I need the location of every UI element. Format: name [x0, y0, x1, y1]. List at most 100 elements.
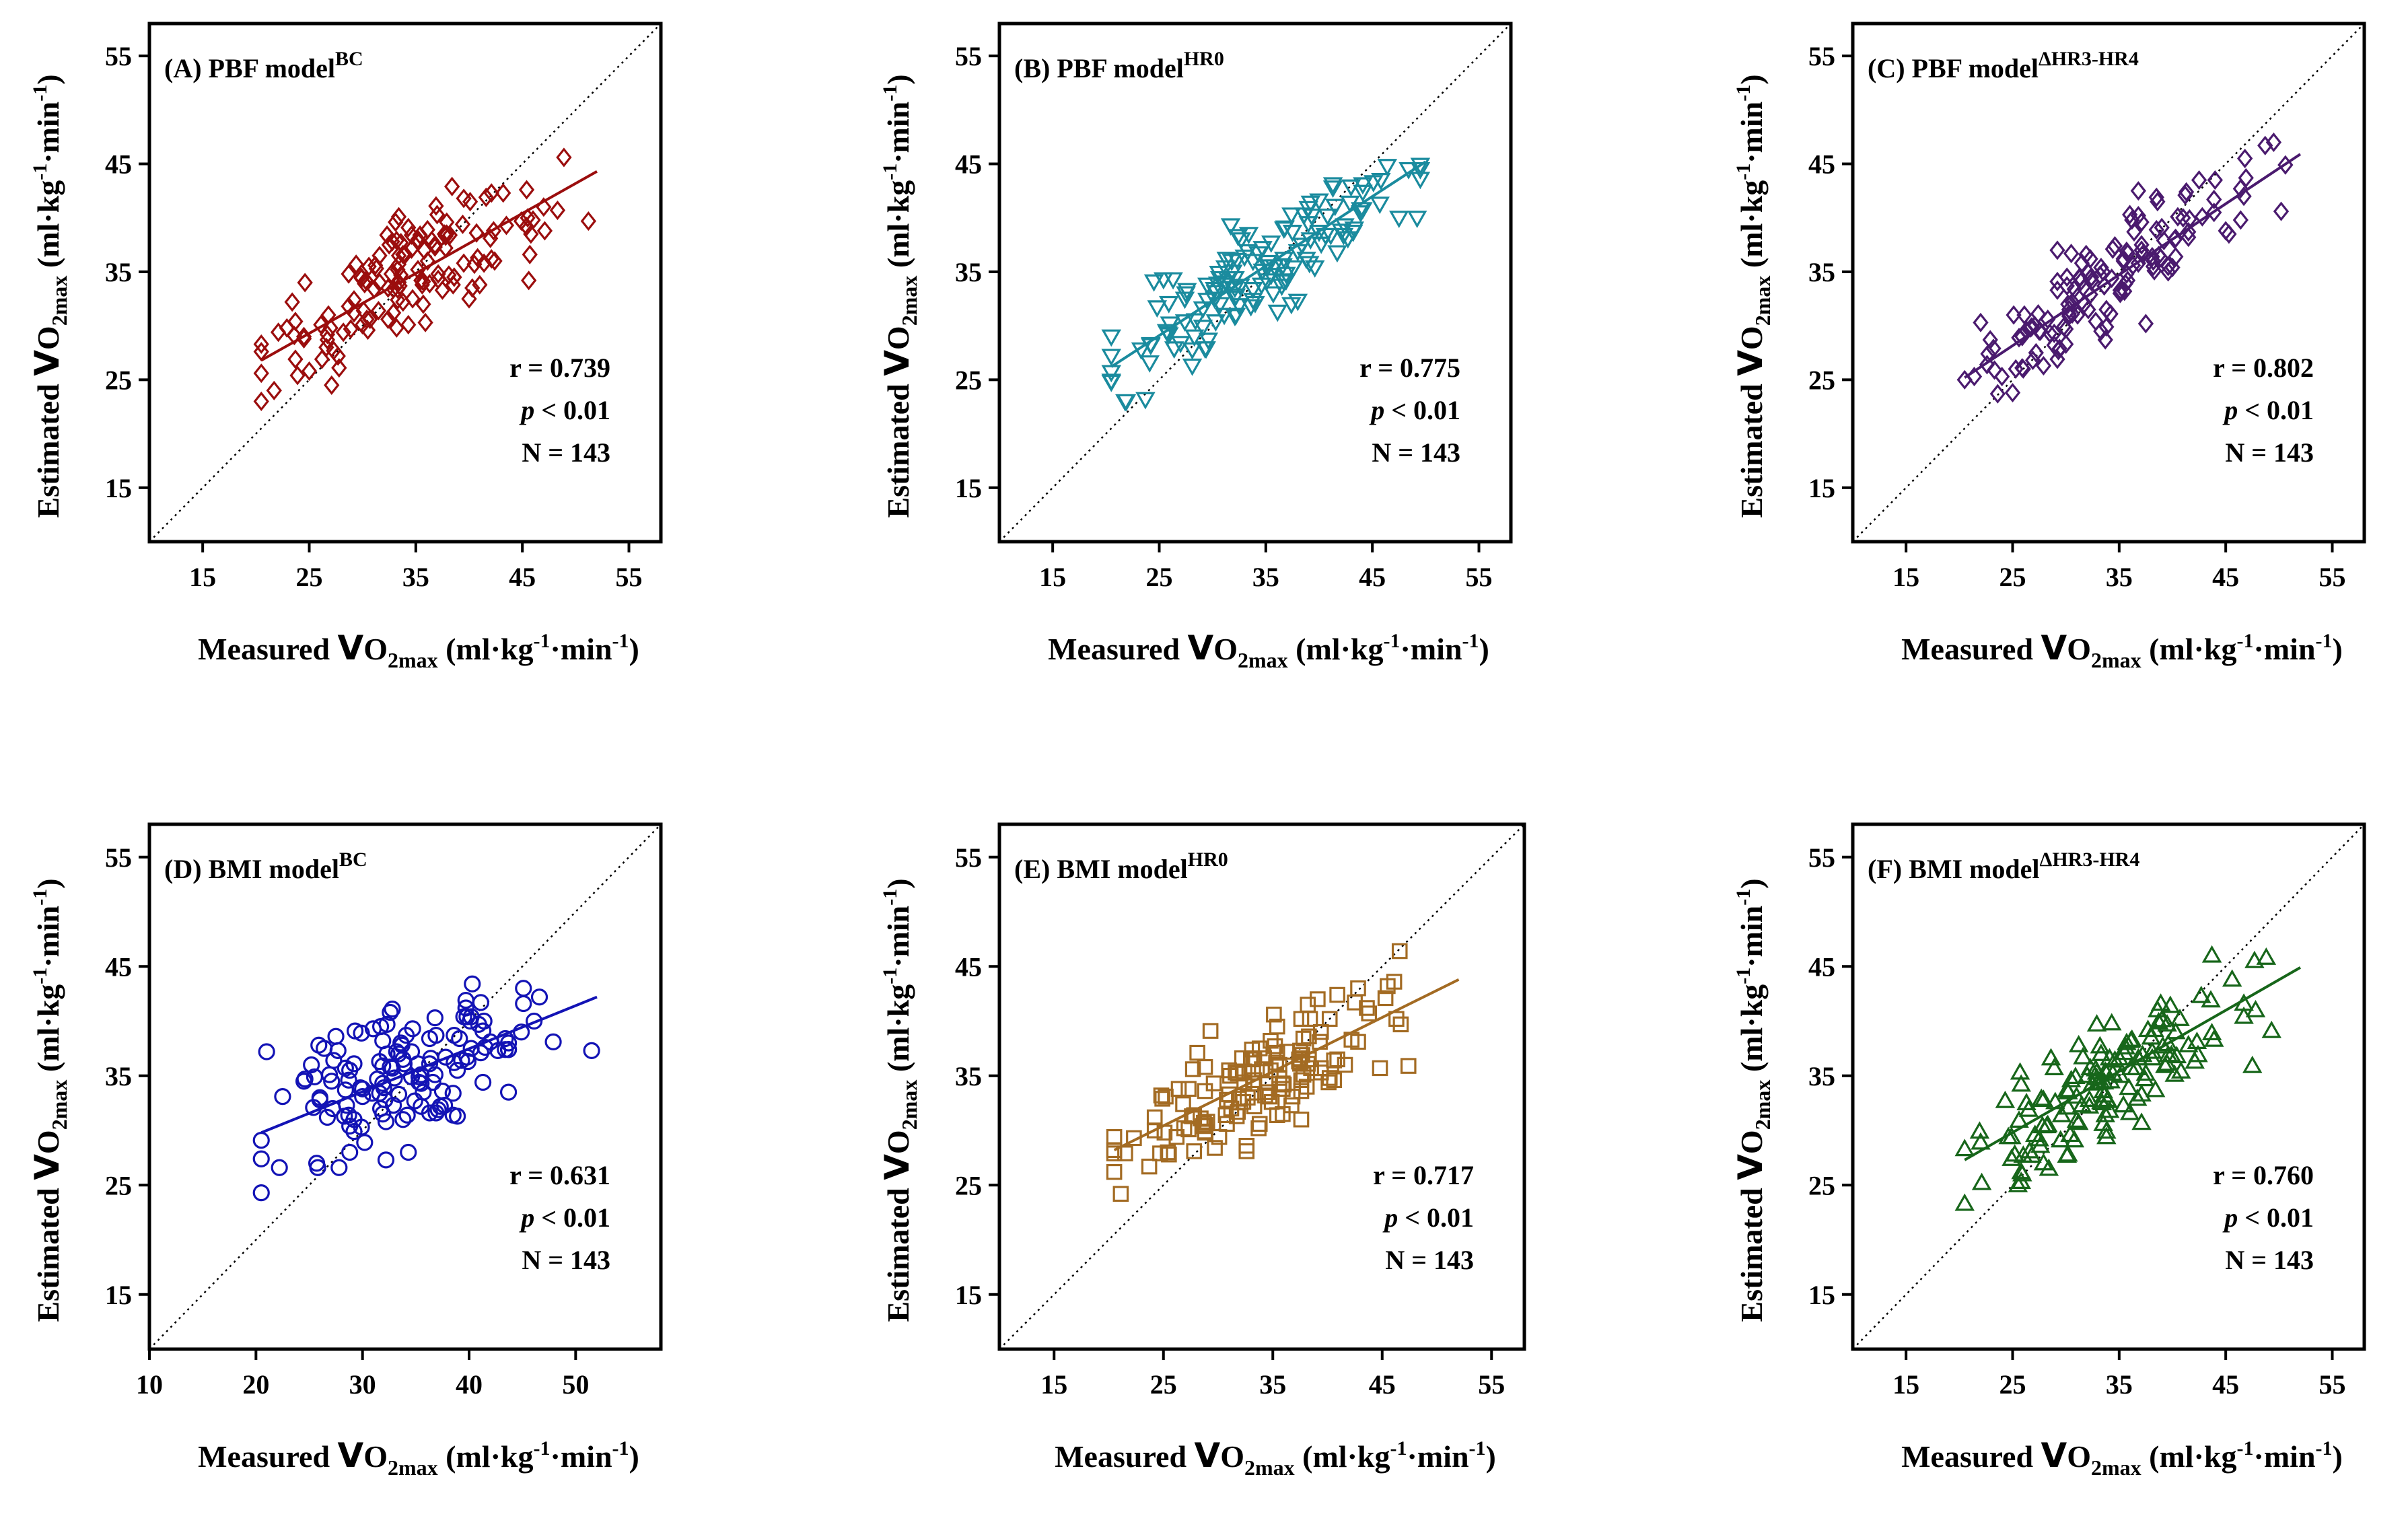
x-tick-label: 15	[1040, 1369, 1067, 1400]
data-point	[476, 1038, 494, 1056]
data-point	[2119, 1077, 2139, 1095]
data-point	[1979, 355, 1995, 375]
data-point	[2073, 1046, 2093, 1064]
data-point	[2029, 1128, 2049, 1147]
data-point	[1176, 283, 1197, 301]
data-point	[2011, 1074, 2031, 1092]
data-point	[359, 320, 376, 340]
data-point	[1347, 995, 1363, 1011]
y-tick-label: 55	[1808, 41, 1835, 71]
data-point	[1189, 1044, 1205, 1061]
data-point	[374, 1032, 392, 1050]
data-point	[1217, 1107, 1234, 1124]
data-point	[384, 1059, 401, 1077]
data-point	[1275, 1076, 1292, 1093]
data-point	[444, 176, 460, 196]
data-point	[327, 1027, 345, 1045]
data-point	[1287, 293, 1308, 312]
data-point	[2095, 1105, 2116, 1122]
plot-frame	[1851, 22, 2366, 544]
data-point	[476, 253, 492, 273]
x-tick-label: 45	[2212, 562, 2239, 592]
data-point	[2099, 1048, 2120, 1066]
data-point	[1257, 1087, 1273, 1104]
data-point	[335, 322, 351, 342]
data-point	[1216, 275, 1237, 293]
data-point	[1213, 277, 1234, 295]
data-point	[370, 301, 387, 321]
data-point	[1320, 1074, 1337, 1091]
data-point	[2011, 328, 2027, 348]
y-tick-label: 45	[1808, 149, 1835, 180]
data-point	[253, 391, 269, 412]
data-point	[381, 235, 397, 255]
data-point	[430, 264, 446, 284]
data-point	[2006, 305, 2022, 325]
data-point	[1106, 1142, 1123, 1159]
regression-line	[1964, 966, 2301, 1161]
data-point	[2178, 1035, 2199, 1052]
data-point	[319, 330, 336, 350]
data-point	[297, 273, 313, 293]
data-point	[1240, 1089, 1256, 1106]
data-point	[2185, 1051, 2205, 1069]
data-point	[1184, 1061, 1201, 1077]
data-point	[330, 1159, 348, 1176]
data-point	[385, 279, 402, 299]
plot-frame	[997, 22, 1513, 544]
data-point	[1353, 184, 1373, 203]
data-point	[343, 319, 359, 339]
data-point	[2119, 270, 2136, 291]
data-point	[421, 1030, 439, 1048]
data-point	[426, 1066, 444, 1083]
data-point	[2160, 262, 2176, 282]
data-point	[444, 1106, 462, 1124]
data-point	[2024, 317, 2040, 337]
data-point	[1263, 1032, 1279, 1049]
data-point	[2024, 350, 2041, 371]
data-point	[1372, 1060, 1388, 1077]
data-point	[483, 183, 499, 203]
data-point	[287, 349, 304, 369]
data-point	[1139, 355, 1160, 373]
data-point	[515, 980, 532, 997]
data-point	[1312, 1034, 1328, 1050]
x-tick-label: 25	[296, 562, 323, 592]
y-tick-label: 25	[955, 1170, 982, 1200]
data-point	[345, 1123, 363, 1141]
data-point	[2191, 985, 2211, 1003]
data-point	[1251, 1116, 1268, 1132]
data-point	[356, 1134, 374, 1151]
panel-title: (D) BMI modelBC	[164, 849, 367, 884]
data-point	[1202, 1023, 1219, 1039]
data-point	[1266, 1006, 1282, 1023]
data-point	[1185, 313, 1206, 331]
data-point	[461, 289, 477, 309]
data-point	[2238, 168, 2254, 188]
data-point	[388, 212, 404, 232]
data-point	[1300, 997, 1316, 1013]
data-point	[2030, 303, 2047, 324]
data-point	[404, 289, 421, 309]
data-point	[340, 1071, 357, 1089]
plot-frame	[1851, 822, 2366, 1351]
data-point	[466, 254, 483, 275]
panel-b: 15 25 35 45 55 15 25 35 45 55 (B) PBF modelHR0 r = …	[878, 22, 1513, 672]
y-tick-label: 15	[1808, 1280, 1835, 1310]
x-tick-label: 35	[2106, 562, 2133, 592]
data-point	[345, 1055, 363, 1073]
data-point	[544, 1033, 562, 1050]
data-point	[2122, 1029, 2142, 1047]
data-point	[498, 215, 515, 236]
data-point	[2050, 1130, 2071, 1148]
data-point	[383, 264, 400, 284]
data-point	[1353, 177, 1373, 195]
data-point	[1225, 290, 1245, 308]
data-point	[556, 147, 572, 168]
data-point	[2130, 181, 2146, 201]
regression-line	[260, 170, 598, 362]
data-point	[2098, 299, 2115, 320]
data-point	[377, 1151, 395, 1169]
data-point	[2126, 222, 2142, 242]
data-point	[2161, 1044, 2182, 1062]
